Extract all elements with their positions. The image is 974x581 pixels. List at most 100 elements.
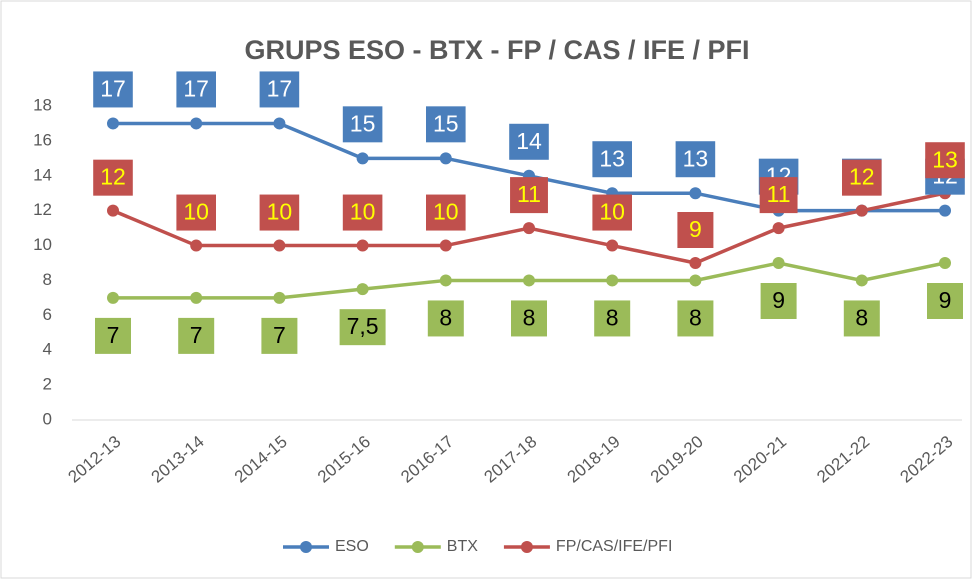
data-label: 15: [342, 106, 383, 143]
data-label-text: 11: [767, 181, 791, 207]
data-label: 9: [677, 212, 714, 248]
data-label-text: 8: [689, 305, 702, 331]
data-label-box: [93, 71, 133, 108]
data-label: 10: [426, 194, 466, 231]
data-point: [273, 117, 286, 130]
data-point: [855, 204, 868, 217]
data-label: 8: [511, 300, 547, 337]
data-label-box: [760, 283, 797, 319]
data-label-box: [592, 141, 632, 178]
data-label-box: [510, 177, 548, 214]
data-label: 9: [927, 283, 963, 319]
data-label-text: 17: [267, 76, 293, 102]
data-label-box: [93, 159, 133, 196]
data-label-text: 8: [855, 305, 868, 331]
data-point: [689, 257, 702, 269]
data-point: [523, 274, 535, 287]
data-label-box: [677, 212, 714, 248]
data-label: 12: [93, 159, 133, 196]
legend-label: BTX: [447, 538, 478, 555]
data-label: 10: [342, 194, 383, 231]
data-point: [939, 204, 951, 217]
data-label: 8: [594, 300, 631, 337]
data-label-box: [259, 194, 300, 231]
y-tick-label: 12: [33, 200, 52, 219]
data-point: [439, 152, 452, 165]
data-label-text: 9: [772, 287, 785, 313]
data-label: 10: [259, 194, 300, 231]
data-label-text: 8: [606, 305, 619, 331]
data-label: 7: [95, 317, 131, 354]
y-tick-label: 0: [43, 409, 52, 428]
data-label-text: 7: [273, 322, 286, 348]
data-label-text: 7: [107, 322, 120, 348]
y-tick-label: 14: [33, 165, 52, 184]
data-label-text: 13: [599, 145, 625, 171]
data-label-box: [927, 283, 963, 319]
data-label-text: 7,5: [347, 313, 379, 339]
y-tick-label: 10: [33, 235, 52, 254]
data-label-text: 9: [689, 216, 702, 242]
data-point: [190, 291, 203, 304]
data-point: [356, 152, 369, 165]
data-point: [606, 239, 619, 252]
data-label-text: 17: [100, 76, 126, 102]
data-label: 13: [592, 141, 632, 178]
data-label: 14: [509, 123, 549, 160]
data-label-text: 14: [516, 128, 542, 154]
y-tick-label: 8: [43, 270, 52, 289]
data-point: [190, 239, 203, 252]
data-label-text: 9: [939, 287, 952, 313]
data-label-box: [261, 317, 298, 354]
data-label-box: [342, 106, 383, 143]
data-label-box: [592, 194, 632, 231]
legend-entry: FP/CAS/IFE/PFI: [503, 538, 672, 555]
data-label: 9: [760, 283, 797, 319]
data-point: [439, 239, 452, 252]
data-point: [689, 187, 702, 200]
data-label-text: 10: [350, 199, 376, 225]
data-label-box: [511, 300, 547, 337]
data-label-text: 8: [523, 305, 536, 331]
data-label: 10: [592, 194, 632, 231]
y-tick-label: 4: [43, 340, 52, 359]
data-point: [772, 222, 785, 235]
data-label-text: 13: [932, 146, 958, 172]
data-point: [273, 239, 286, 252]
legend-entry: BTX: [394, 538, 478, 555]
y-tick-label: 6: [43, 305, 52, 324]
data-point: [273, 291, 286, 304]
data-point: [772, 257, 785, 269]
data-label: 8: [677, 300, 714, 337]
legend-marker: [520, 541, 533, 553]
data-label-text: 12: [100, 164, 126, 190]
data-label: 10: [176, 194, 216, 231]
data-label: 7: [261, 317, 298, 354]
data-point: [190, 117, 203, 130]
data-point: [855, 274, 868, 287]
data-label-box: [339, 309, 386, 346]
data-point: [523, 222, 535, 235]
data-label-box: [509, 123, 549, 160]
data-label-box: [426, 106, 466, 143]
data-label-box: [677, 300, 714, 337]
data-label-box: [594, 300, 631, 337]
data-label: 7,5: [339, 309, 386, 346]
data-label-box: [342, 194, 383, 231]
data-label-box: [95, 317, 131, 354]
data-label: 15: [426, 106, 466, 143]
y-tick-label: 18: [33, 95, 52, 114]
data-label-box: [259, 71, 300, 108]
legend-marker: [411, 541, 424, 553]
y-tick-label: 16: [33, 130, 52, 149]
data-label-text: 15: [350, 110, 376, 136]
chart-title: GRUPS ESO - BTX - FP / CAS / IFE / PFI: [244, 35, 749, 65]
data-label: 11: [510, 177, 548, 214]
data-point: [107, 204, 119, 217]
data-label: 7: [178, 317, 215, 354]
data-label: 17: [259, 71, 300, 108]
data-point: [939, 257, 951, 269]
legend-marker: [300, 541, 312, 553]
data-label-box: [842, 159, 882, 196]
